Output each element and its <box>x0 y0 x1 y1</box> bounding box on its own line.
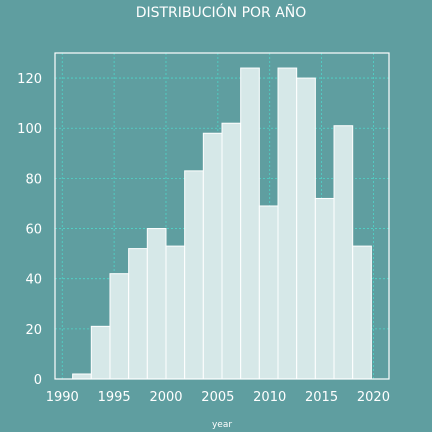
x-axis-label: year <box>212 420 232 430</box>
histogram-bar-8 <box>221 122 242 380</box>
axes-frame <box>54 52 390 380</box>
x-tick-labels: 1990 1995 2000 2005 2010 2015 2020 <box>46 390 390 405</box>
histogram-bar-15 <box>352 245 372 380</box>
histogram-bar-11 <box>277 67 298 380</box>
histogram-bar-1 <box>90 325 111 380</box>
y-tick-label-1: 20 <box>25 323 42 338</box>
histogram-bar-3 <box>128 248 148 380</box>
histogram-bar-13 <box>314 197 335 380</box>
x-tick-label-2: 2000 <box>149 390 182 405</box>
histogram-bar-4 <box>146 228 167 380</box>
x-tick-label-1: 1995 <box>98 390 131 405</box>
y-tick-label-2: 40 <box>25 273 42 288</box>
histogram-bar-5 <box>165 245 186 380</box>
histogram-bar-10 <box>258 205 279 380</box>
y-tick-label-3: 60 <box>25 223 42 238</box>
y-tick-labels: 0 20 40 60 80 100 120 <box>17 72 42 388</box>
histogram-bar-12 <box>296 77 316 380</box>
y-tick-label-0: 0 <box>34 373 42 388</box>
y-tick-label-6: 120 <box>17 72 42 87</box>
y-tick-label-4: 80 <box>25 172 42 187</box>
histogram-bar-0 <box>72 373 92 380</box>
x-tick-label-5: 2015 <box>305 390 338 405</box>
histogram-bar-14 <box>333 125 354 380</box>
x-tick-label-4: 2010 <box>253 390 286 405</box>
y-tick-label-5: 100 <box>17 122 42 137</box>
bars-layer <box>72 67 372 380</box>
histogram-bar-7 <box>202 132 223 380</box>
x-tick-label-3: 2005 <box>201 390 234 405</box>
histogram-bar-6 <box>184 170 204 380</box>
x-tick-label-0: 1990 <box>46 390 79 405</box>
histogram-bar-9 <box>240 67 260 380</box>
chart-title: DISTRIBUCIÓN POR AÑO <box>136 3 307 21</box>
histogram-bar-2 <box>109 273 130 380</box>
x-tick-label-6: 2020 <box>357 390 390 405</box>
